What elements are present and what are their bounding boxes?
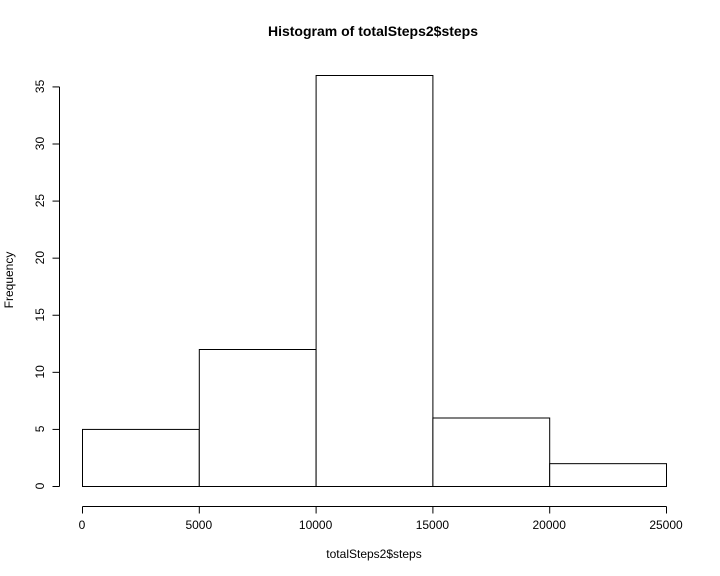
histogram-bar-3 [432,417,551,487]
y-tick-label-2: 10 [33,365,47,379]
histogram-bar-1 [198,349,317,487]
x-axis-label: totalSteps2$steps [326,547,421,561]
histogram-bar-0 [82,428,200,487]
histogram-bar-4 [549,463,668,487]
y-tick-label-3: 15 [33,308,47,322]
y-tick-label-1: 5 [33,425,47,432]
x-tick-label-1: 5000 [185,518,212,532]
x-tick-label-3: 15000 [416,518,450,532]
x-tick-label-2: 10000 [299,518,333,532]
y-tick-label-0: 0 [33,482,47,489]
x-tick-label-4: 20000 [533,518,567,532]
x-axis: 0 5000 10000 15000 20000 25000 [79,506,683,532]
x-tick-label-5: 25000 [649,518,683,532]
y-tick-label-6: 30 [33,137,47,151]
y-tick-label-5: 25 [33,194,47,208]
y-axis-label: Frequency [2,252,16,309]
histogram-bar-2 [315,75,434,487]
y-axis: 0 5 10 15 20 25 30 35 [33,79,60,489]
bars-group [82,75,668,487]
y-tick-label-4: 20 [33,251,47,265]
y-tick-label-7: 35 [33,79,47,93]
x-tick-label-0: 0 [79,518,86,532]
chart-title: Histogram of totalSteps2$steps [268,23,478,39]
